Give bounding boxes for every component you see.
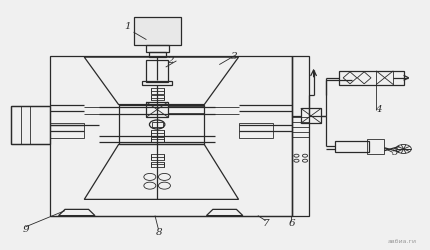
Bar [50,124,84,139]
Bar [151,122,163,128]
Text: 3: 3 [231,52,238,61]
Bar [367,139,384,154]
Bar [301,109,321,124]
Bar [50,57,292,216]
Text: 8: 8 [156,227,163,236]
Bar [134,18,181,46]
Text: 1: 1 [124,22,130,31]
Bar [150,89,163,94]
Text: авбиа.ги: авбиа.ги [387,238,416,243]
Text: 5: 5 [392,148,398,157]
Bar [149,52,166,58]
Bar [150,131,163,136]
Bar [239,124,273,139]
Bar [150,162,163,168]
Text: 4: 4 [375,104,381,113]
Bar [147,60,168,83]
Text: 6: 6 [289,218,295,227]
Bar [168,106,204,114]
Bar [335,141,369,152]
Bar [339,72,404,85]
Text: 7: 7 [263,218,270,227]
Bar [146,46,169,53]
Bar [147,102,168,118]
Text: 2: 2 [167,56,173,65]
Bar [150,137,163,143]
Bar [12,106,50,145]
Bar [150,154,163,160]
Bar [119,105,204,145]
Bar [292,57,309,216]
Bar [142,82,172,86]
Bar [376,72,393,85]
Text: 9: 9 [23,224,30,234]
Bar [150,96,163,101]
